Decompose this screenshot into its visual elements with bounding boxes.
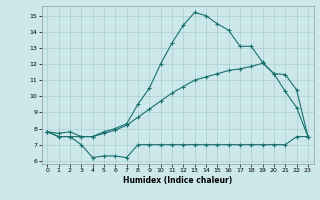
X-axis label: Humidex (Indice chaleur): Humidex (Indice chaleur) <box>123 176 232 185</box>
